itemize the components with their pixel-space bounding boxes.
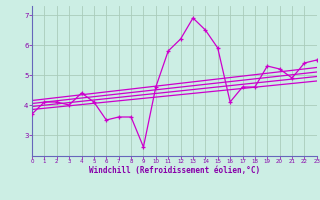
- X-axis label: Windchill (Refroidissement éolien,°C): Windchill (Refroidissement éolien,°C): [89, 166, 260, 175]
